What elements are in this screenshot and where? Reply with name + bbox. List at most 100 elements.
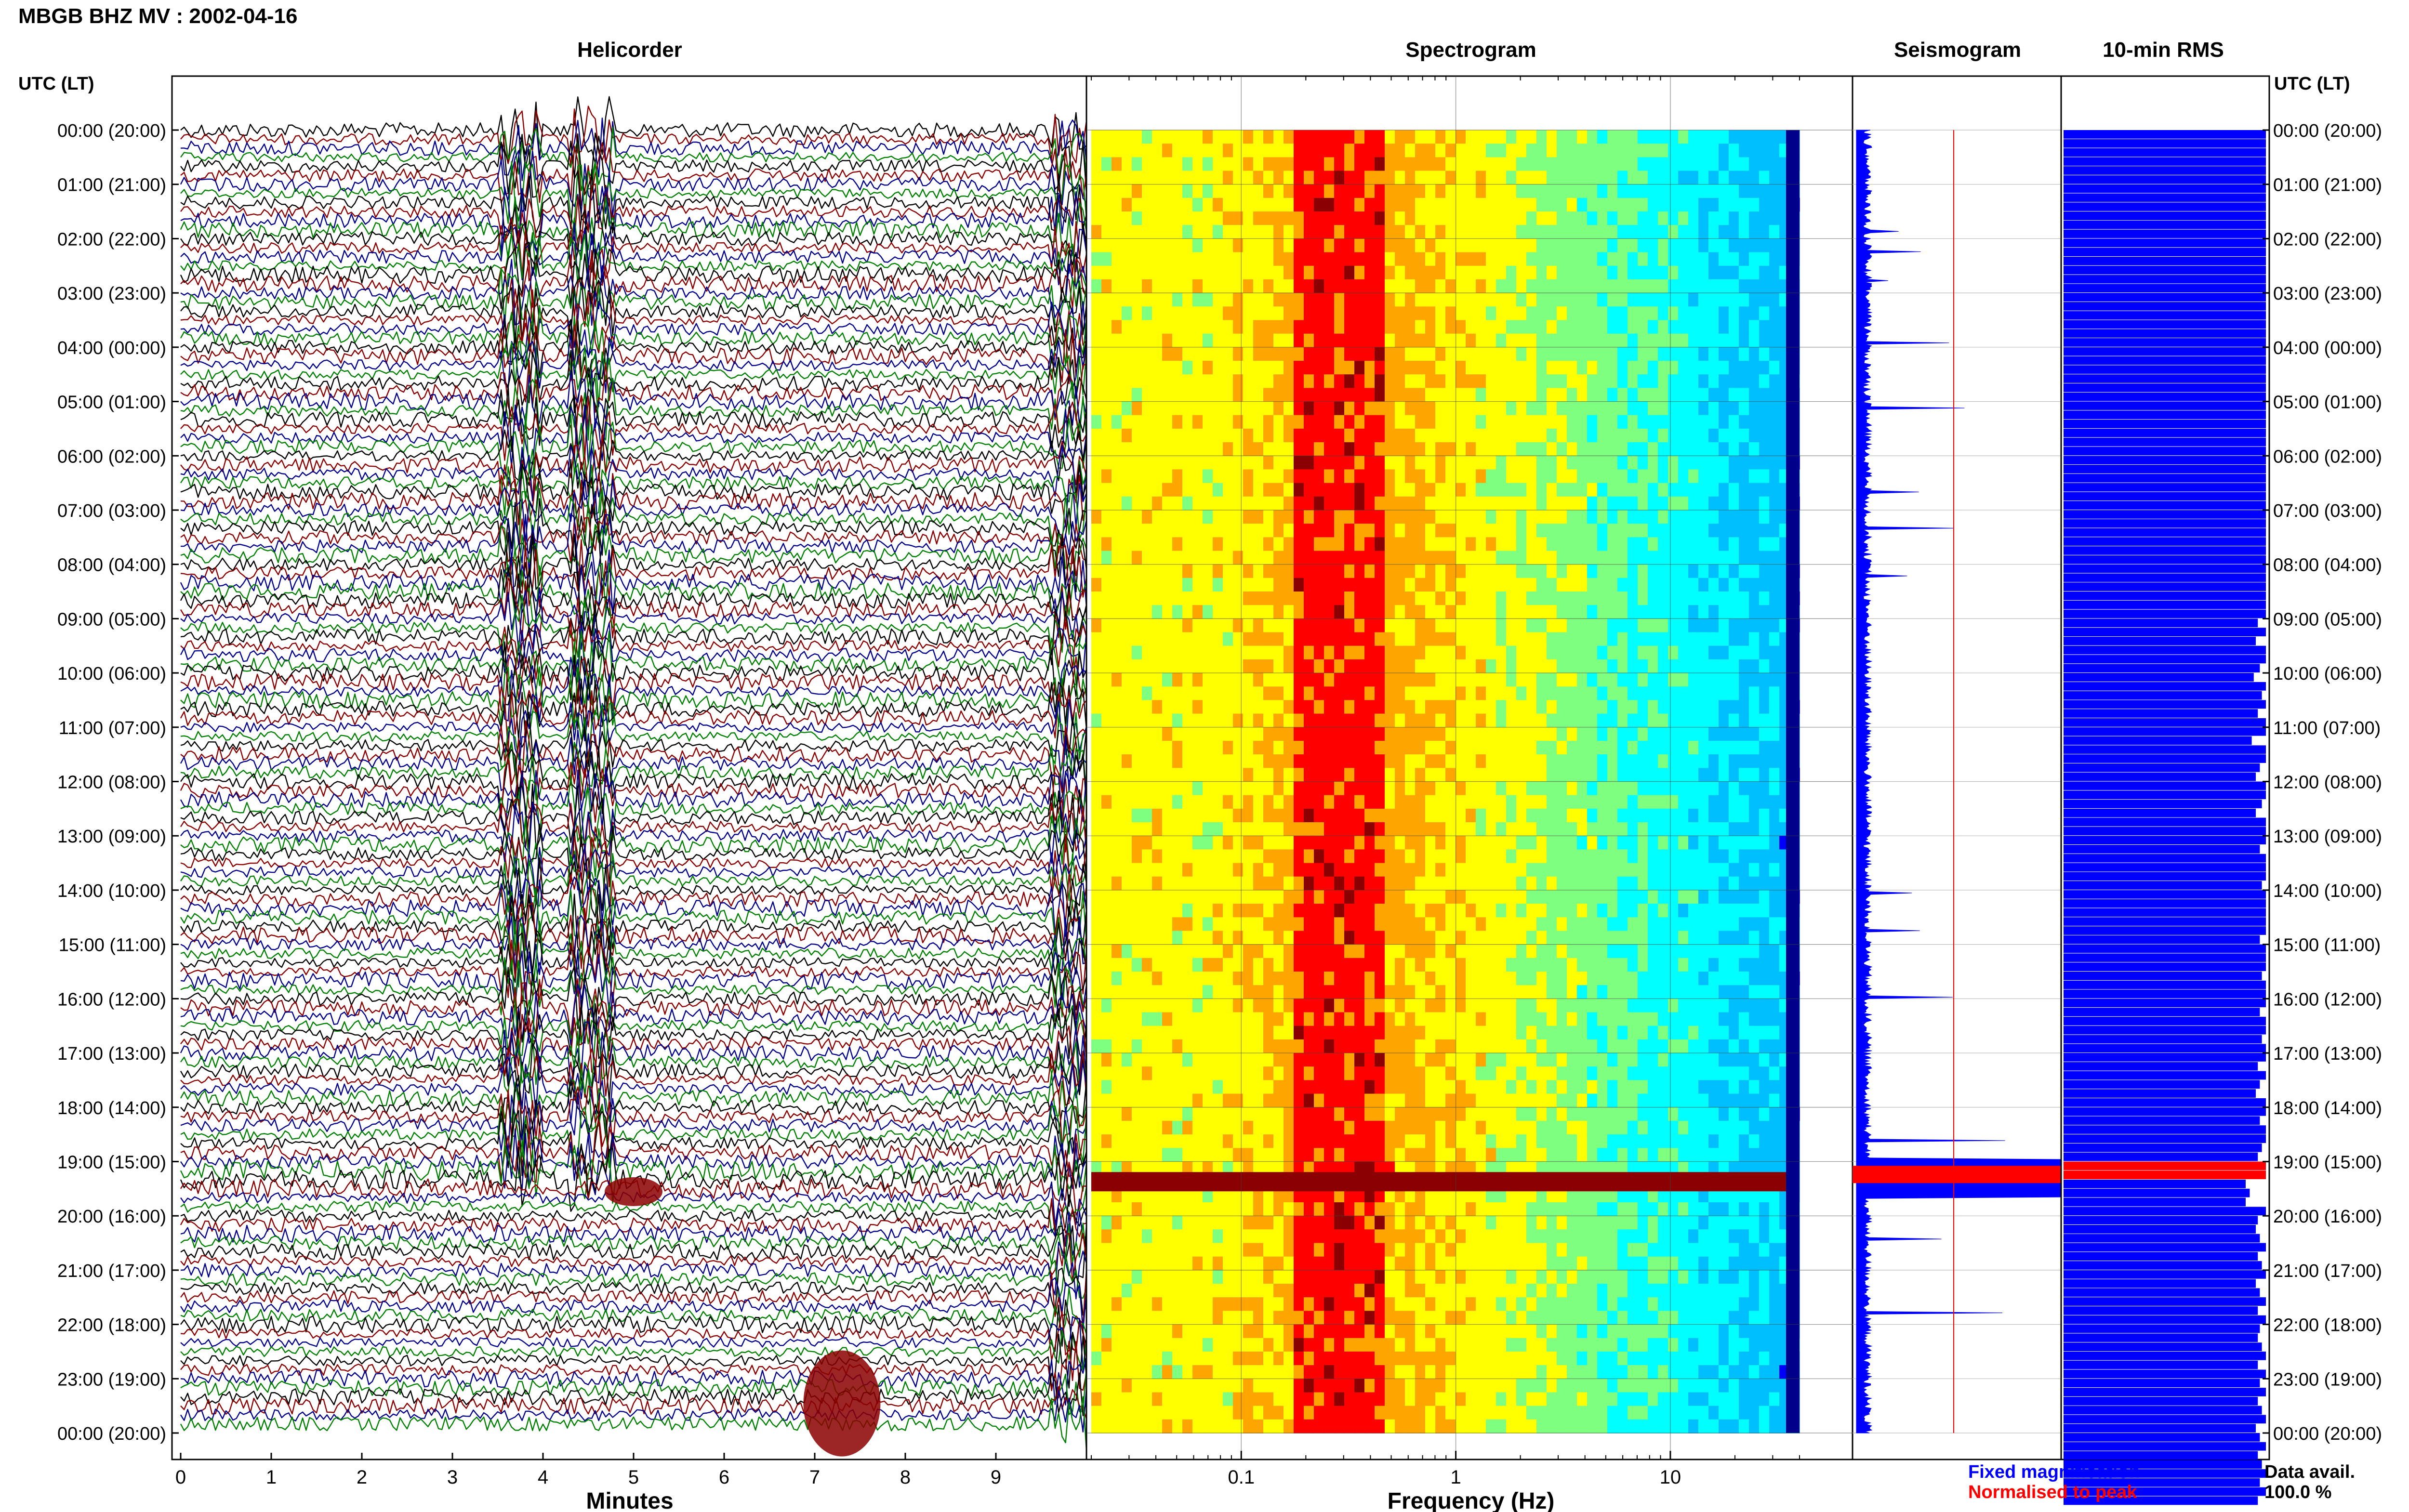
spectrogram-cell [1628, 238, 1638, 253]
spectrogram-cell [1769, 931, 1780, 945]
spectrogram-cell [1678, 741, 1689, 755]
spectrogram-cell [1213, 713, 1223, 728]
spectrogram-cell [1557, 157, 1567, 171]
spectrogram-cell [1112, 1012, 1122, 1026]
spectrogram-cell [1739, 972, 1749, 986]
spectrogram-cell [1203, 958, 1213, 972]
spectrogram-cell [1294, 157, 1304, 171]
spectrogram-cell [1192, 211, 1203, 226]
spectrogram-cell [1597, 524, 1608, 538]
spectrogram-cell [1192, 578, 1203, 592]
helicorder-trace [180, 196, 1087, 261]
spectrogram-cell [1668, 808, 1679, 823]
spectrogram-cell [1617, 238, 1628, 253]
spectrogram-cell [1294, 279, 1304, 293]
spectrogram-cell [1597, 265, 1608, 280]
spectrogram-cell [1395, 768, 1405, 782]
spectrogram-cell [1203, 618, 1213, 633]
spectrogram-cell [1253, 144, 1264, 158]
spectrogram-cell [1334, 659, 1345, 673]
spectrogram-cell [1354, 686, 1365, 701]
spectrogram-cell [1132, 157, 1142, 171]
spectrogram-cell [1172, 564, 1183, 579]
spectrogram-cell [1364, 130, 1375, 144]
spectrogram-cell [1597, 415, 1608, 429]
helicorder-trace [180, 894, 1087, 956]
spectrogram-cell [1213, 917, 1223, 932]
spectrogram-cell [1304, 225, 1314, 239]
spectrogram-cell [1628, 184, 1638, 198]
spectrogram-cell [1304, 673, 1314, 687]
spectrogram-cell [1536, 836, 1547, 850]
spectrogram-cell [1385, 510, 1395, 524]
spectrogram-cell [1567, 211, 1577, 226]
spectrogram-cell [1698, 1012, 1709, 1026]
spectrogram-cell [1344, 1026, 1355, 1040]
spectrogram-cell [1142, 279, 1152, 293]
spectrogram-cell [1101, 659, 1112, 673]
spectrogram-cell [1577, 496, 1588, 511]
spectrogram-cell [1729, 279, 1739, 293]
spectrogram-cell [1759, 1039, 1770, 1053]
spectrogram-cell [1243, 754, 1254, 769]
spectrogram-cell [1547, 618, 1557, 633]
spectrogram-cell [1719, 456, 1729, 470]
spectrogram-cell [1445, 890, 1456, 904]
spectrogram-cell [1375, 700, 1385, 714]
spectrogram-cell [1617, 1039, 1628, 1053]
spectrogram-cell [1749, 917, 1760, 932]
spectrogram-cell [1759, 673, 1770, 687]
spectrogram-cell [1456, 741, 1466, 755]
spectrogram-cell [1749, 347, 1760, 361]
spectrogram-cell [1729, 197, 1739, 212]
spectrogram-cell [1466, 795, 1476, 809]
spectrogram-cell [1344, 632, 1355, 646]
spectrogram-cell [1607, 144, 1618, 158]
spectrogram-cell [1749, 483, 1760, 497]
spectrogram-cell [1395, 592, 1405, 605]
spectrogram-cell [1364, 144, 1375, 158]
spectrogram-cell [1263, 456, 1274, 470]
spectrogram-cell [1101, 578, 1112, 592]
helicorder-panel [171, 75, 1087, 1460]
spectrogram-cell [1334, 564, 1345, 579]
spectrogram-cell [1284, 265, 1294, 280]
spectrogram-cell [1395, 944, 1405, 959]
spectrogram-cell [1223, 931, 1233, 945]
spectrogram-cell [1648, 252, 1658, 266]
spectrogram-cell [1324, 713, 1335, 728]
spectrogram-cell [1142, 306, 1152, 321]
spectrogram-cell [1445, 496, 1456, 511]
spectrogram-cell [1192, 537, 1203, 552]
spectrogram-cell [1547, 944, 1557, 959]
spectrogram-cell [1253, 537, 1264, 552]
spectrogram-cell [1759, 551, 1770, 565]
spectrogram-cell [1122, 428, 1132, 443]
spectrogram-cell [1273, 428, 1284, 443]
helicorder-trace [180, 1223, 1087, 1265]
spectrogram-cell [1506, 144, 1517, 158]
spectrogram-cell [1496, 320, 1507, 334]
spectrogram-cell [1314, 972, 1324, 986]
spectrogram-cell [1526, 727, 1537, 741]
spectrogram-cell [1557, 333, 1567, 348]
helicorder-trace [180, 1065, 1087, 1130]
spectrogram-cell [1476, 130, 1486, 144]
spectrogram-cell [1203, 225, 1213, 239]
spectrogram-cell [1294, 578, 1304, 592]
spectrogram-cell [1203, 483, 1213, 497]
spectrogram-cell [1385, 469, 1395, 484]
spectrogram-cell [1112, 741, 1122, 755]
spectrogram-cell [1364, 320, 1375, 334]
spectrogram-cell [1375, 1012, 1385, 1026]
spectrogram-cell [1091, 795, 1102, 809]
spectrogram-cell [1628, 592, 1638, 605]
spectrogram-cell [1435, 496, 1446, 511]
spectrogram-cell [1638, 904, 1648, 918]
spectrogram-cell [1688, 795, 1699, 809]
spectrogram-cell [1253, 197, 1264, 212]
helicorder-trace [180, 615, 1087, 680]
spectrogram-cell [1445, 985, 1456, 999]
spectrogram-cell [1425, 524, 1436, 538]
spectrogram-cell [1253, 1012, 1264, 1026]
